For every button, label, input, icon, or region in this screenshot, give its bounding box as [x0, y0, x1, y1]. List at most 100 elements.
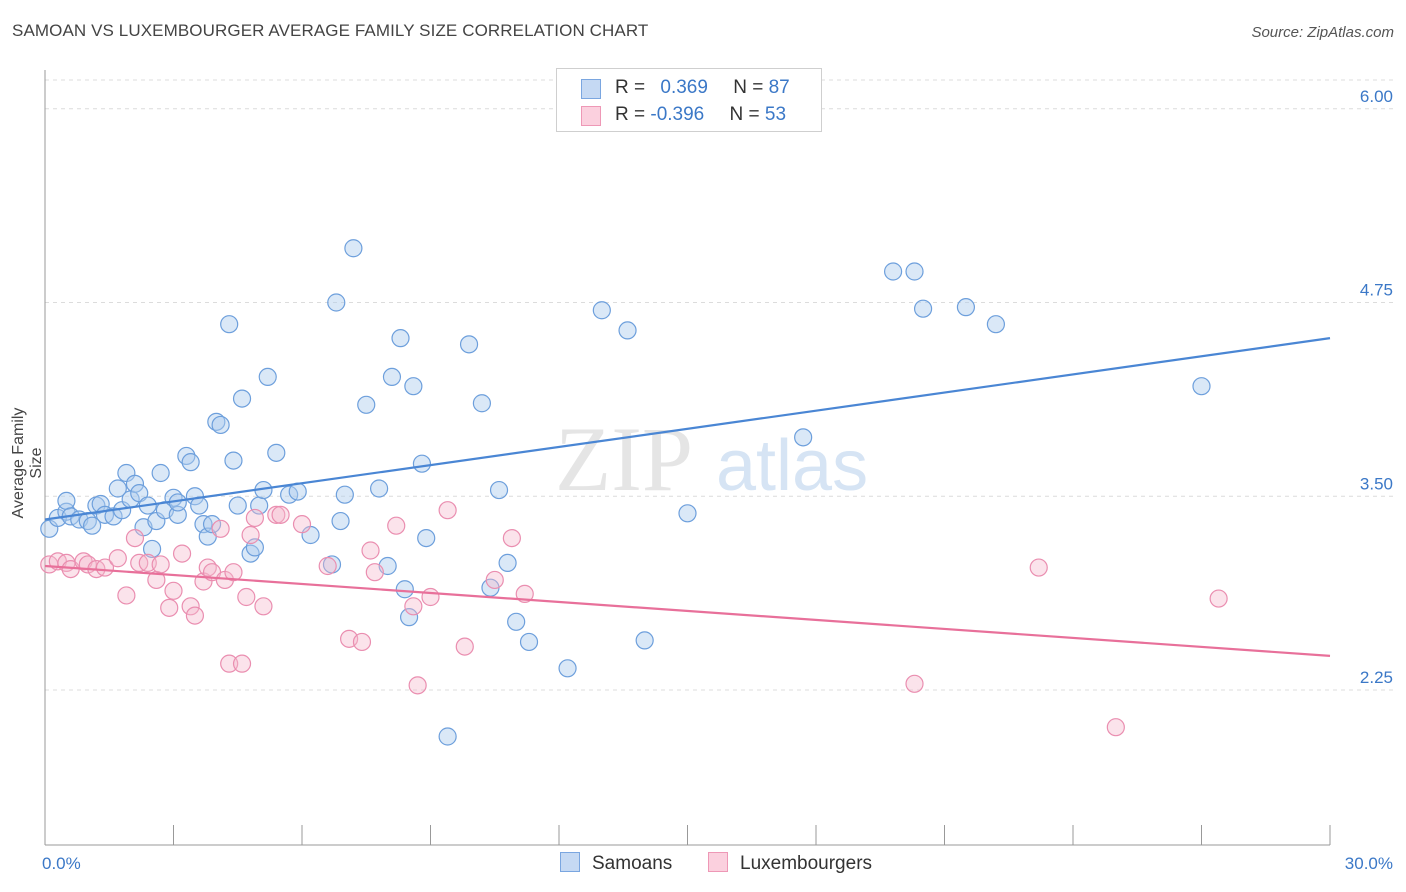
data-point	[164, 581, 183, 600]
legend-r-label: R =	[615, 77, 651, 98]
data-point	[986, 315, 1006, 334]
data-point	[318, 556, 337, 576]
data-point	[142, 539, 162, 559]
legend-n-value: 53	[764, 104, 787, 125]
data-point	[1029, 558, 1048, 577]
y-tick-label: 4.75	[1360, 281, 1393, 300]
legend-stats-samoans: R = 0.369 N = 87	[615, 77, 790, 99]
data-point	[498, 553, 517, 573]
data-point	[905, 674, 924, 693]
data-point	[399, 608, 419, 627]
data-point	[245, 508, 264, 528]
data-point	[220, 315, 239, 334]
data-point	[408, 676, 427, 695]
data-point	[459, 335, 479, 354]
data-point	[224, 563, 243, 582]
watermark-atlas: atlas	[716, 426, 868, 506]
data-point	[228, 496, 247, 515]
data-point	[905, 262, 924, 281]
axes	[44, 70, 1331, 846]
y-tick-label: 2.25	[1360, 668, 1393, 687]
data-point	[365, 563, 384, 582]
data-point	[108, 549, 127, 568]
data-point	[502, 528, 521, 548]
data-point	[455, 637, 474, 656]
data-point	[181, 597, 200, 616]
data-point	[485, 570, 504, 590]
legend-n-label: N =	[729, 104, 765, 125]
legend-swatch-samoans	[581, 79, 601, 99]
data-point	[1106, 718, 1125, 737]
data-point	[417, 528, 436, 548]
data-point	[254, 597, 273, 616]
data-point	[211, 415, 230, 435]
chart-source: Source: ZipAtlas.com	[1251, 24, 1394, 41]
data-point	[404, 597, 423, 616]
bottom-legend-swatch-samoans	[560, 852, 580, 872]
data-point	[352, 632, 372, 652]
data-point	[130, 484, 149, 503]
data-point	[438, 727, 457, 746]
data-point	[168, 505, 187, 524]
data-point	[224, 451, 243, 470]
data-point	[913, 299, 933, 318]
data-point	[794, 428, 813, 447]
data-point	[292, 515, 312, 534]
data-point	[357, 395, 376, 414]
data-point	[421, 587, 440, 607]
data-point	[151, 555, 170, 574]
bottom-legend-luxembourgers: Luxembourgers	[708, 852, 872, 875]
correlation-legend: R = 0.369 N = 87 R = -0.396 N = 53	[556, 68, 822, 132]
data-point	[211, 519, 230, 538]
data-point	[387, 516, 406, 535]
data-points	[40, 239, 1228, 746]
tick-labels: 2.25 3.50 4.75 6.00 0.0% 30.0%	[42, 87, 1393, 873]
data-point	[382, 367, 402, 386]
data-point	[592, 301, 611, 320]
data-point	[160, 598, 179, 617]
watermark: ZIP atlas	[555, 408, 868, 510]
data-point	[956, 298, 976, 317]
data-point	[172, 544, 192, 563]
data-point	[95, 558, 115, 577]
legend-r-value: 0.369	[660, 77, 708, 98]
bottom-legend-swatch-luxembourgers	[708, 852, 728, 872]
y-tick-label: 6.00	[1360, 87, 1393, 106]
y-tick-label: 3.50	[1360, 474, 1393, 493]
data-point	[391, 329, 410, 348]
data-point	[331, 511, 350, 531]
data-point	[181, 453, 200, 472]
data-point	[635, 631, 654, 650]
data-point	[370, 479, 389, 498]
data-point	[151, 463, 170, 483]
data-point	[237, 587, 256, 607]
trend-line-samoans	[44, 337, 1331, 521]
series-luxembourgers	[40, 501, 1228, 737]
data-point	[220, 654, 239, 673]
data-point	[1209, 589, 1228, 608]
trend-lines	[44, 337, 1331, 657]
data-point	[438, 501, 457, 520]
data-point	[271, 505, 290, 524]
data-point	[558, 659, 577, 678]
data-point	[327, 293, 346, 312]
data-point	[267, 505, 286, 524]
data-point	[117, 586, 136, 605]
data-point	[108, 479, 127, 498]
data-point	[57, 491, 76, 510]
data-point	[678, 504, 697, 523]
data-point	[489, 480, 509, 500]
bottom-legend-label-luxembourgers: Luxembourgers	[740, 853, 873, 874]
data-point	[404, 377, 423, 396]
data-point	[125, 528, 145, 548]
watermark-zip: ZIP	[555, 408, 693, 510]
legend-r-label: R =	[615, 104, 651, 125]
data-point	[412, 454, 432, 473]
trend-line-luxembourgers	[44, 564, 1331, 657]
data-point	[883, 262, 903, 281]
data-point	[232, 654, 252, 673]
data-point	[83, 516, 102, 535]
legend-stats-luxembourgers: R = -0.396 N = 53	[615, 104, 786, 126]
data-point	[125, 474, 145, 493]
data-point	[1192, 377, 1211, 396]
